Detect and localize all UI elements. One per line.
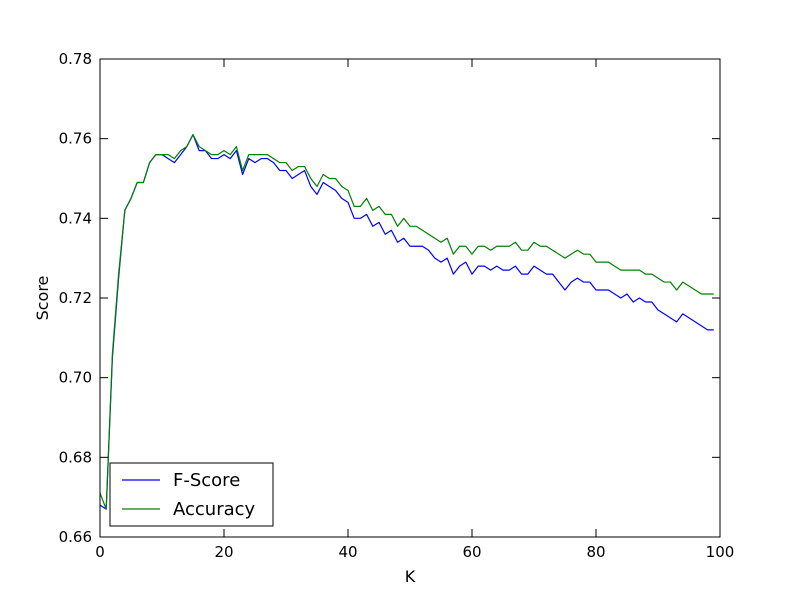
y-tick-label: 0.72 (59, 289, 92, 307)
legend-label-1: Accuracy (173, 499, 256, 520)
y-tick-label: 0.68 (59, 448, 92, 466)
x-tick-label: 20 (214, 543, 233, 561)
y-axis-label: Score (33, 276, 52, 321)
series-line-1 (99, 134, 714, 510)
y-tick-label: 0.66 (59, 528, 92, 546)
y-tick-label: 0.74 (59, 209, 92, 227)
y-tick-label: 0.70 (59, 369, 92, 387)
x-tick-label: 40 (338, 543, 357, 561)
x-tick-label: 100 (706, 543, 735, 561)
legend-items: F-Score Accuracy (122, 470, 256, 520)
series-line-0 (99, 134, 714, 510)
x-tick-label: 80 (586, 543, 605, 561)
x-axis-ticks: 0 20 40 60 80 100 (95, 59, 734, 561)
x-tick-label: 0 (95, 543, 105, 561)
series-layer (99, 134, 714, 510)
chart-legend: F-Score Accuracy (109, 462, 274, 527)
y-axis-ticks: 0.66 0.68 0.70 0.72 0.74 0.76 0.78 (59, 50, 720, 546)
x-tick-label: 60 (462, 543, 481, 561)
legend-label-0: F-Score (173, 470, 240, 491)
y-tick-label: 0.78 (59, 50, 92, 68)
x-axis-label: K (405, 567, 416, 586)
legend-box (109, 462, 274, 527)
y-tick-label: 0.76 (59, 130, 92, 148)
